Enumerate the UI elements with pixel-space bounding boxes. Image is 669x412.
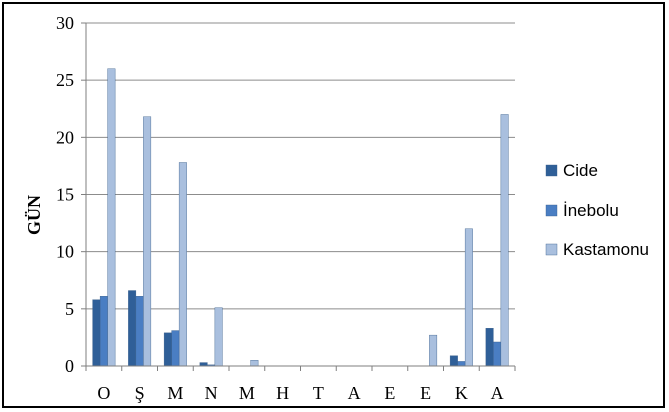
y-tick-label: 20 bbox=[56, 127, 74, 147]
x-tick-label: M bbox=[239, 383, 255, 403]
bar-cide bbox=[199, 362, 208, 367]
x-tick-label: N bbox=[205, 383, 218, 403]
bar-cide bbox=[92, 299, 101, 367]
legend-swatch bbox=[545, 243, 558, 256]
legend-swatch bbox=[545, 164, 558, 177]
bar-cide bbox=[163, 332, 172, 367]
gridlines bbox=[86, 22, 515, 310]
x-tick-label: T bbox=[313, 383, 324, 403]
y-tick-label: 10 bbox=[56, 242, 74, 262]
x-tick-label: H bbox=[276, 383, 289, 403]
bar-i̇nebolu bbox=[99, 296, 108, 367]
bar-kastamonu bbox=[107, 68, 116, 367]
y-tick-label: 5 bbox=[65, 299, 74, 319]
legend-label: Kastamonu bbox=[563, 240, 649, 259]
x-tick-label: M bbox=[167, 383, 183, 403]
y-tick-label: 25 bbox=[56, 70, 74, 90]
bar-i̇nebolu bbox=[171, 330, 180, 367]
bar-cide bbox=[449, 355, 458, 367]
bar-kastamonu bbox=[214, 307, 223, 367]
legend-swatch bbox=[545, 204, 558, 217]
bar-i̇nebolu bbox=[135, 296, 144, 367]
bar-kastamonu bbox=[143, 116, 152, 367]
axes: 0 5 10 15 20 25 30 O Ş M N M H T A E E K A bbox=[56, 13, 516, 403]
bar-cide bbox=[485, 328, 494, 367]
bar-kastamonu bbox=[178, 162, 187, 367]
legend-label: Cide bbox=[563, 161, 598, 180]
bar-kastamonu bbox=[250, 360, 259, 367]
x-tick-label: O bbox=[97, 383, 110, 403]
y-tick-label: 30 bbox=[56, 13, 74, 33]
bar-kastamonu bbox=[429, 334, 438, 367]
x-tick-label: A bbox=[491, 383, 504, 403]
x-tick-label: E bbox=[420, 383, 431, 403]
y-tick-label: 0 bbox=[65, 356, 74, 376]
x-tick-label: E bbox=[384, 383, 395, 403]
legend: Cide İnebolu Kastamonu bbox=[545, 161, 649, 259]
x-tick-label: K bbox=[455, 383, 468, 403]
y-tick-label: 15 bbox=[56, 185, 74, 205]
x-tick-label: A bbox=[348, 383, 361, 403]
legend-label: İnebolu bbox=[563, 201, 619, 220]
bar-i̇nebolu bbox=[493, 341, 502, 367]
bar-cide bbox=[128, 290, 137, 367]
bar-i̇nebolu bbox=[457, 361, 466, 367]
y-axis-label: GÜN bbox=[24, 195, 44, 235]
bar-kastamonu bbox=[464, 228, 473, 367]
bars bbox=[92, 68, 509, 367]
bar-kastamonu bbox=[500, 114, 509, 367]
x-tick-label: Ş bbox=[135, 383, 145, 403]
